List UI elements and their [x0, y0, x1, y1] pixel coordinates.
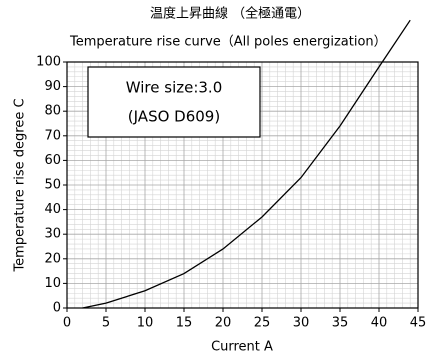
x-tick-label: 5: [102, 316, 110, 331]
y-tick-label: 100: [36, 55, 61, 70]
x-tick-label: 25: [254, 316, 271, 331]
data-line: [82, 19, 411, 309]
annotation-box: [87, 66, 261, 138]
x-tick-label: 20: [215, 316, 232, 331]
y-tick-label: 40: [44, 202, 61, 217]
x-tick-label: 15: [176, 316, 193, 331]
annotation: (JASO D609): [128, 108, 220, 126]
y-tick-label: 90: [44, 79, 61, 94]
y-tick-label: 20: [44, 251, 61, 266]
x-tick-label: 10: [137, 316, 154, 331]
y-tick-label: 10: [44, 276, 61, 291]
x-tick-label: 30: [293, 316, 310, 331]
x-tick-label: 0: [63, 316, 71, 331]
y-tick-label: 0: [53, 301, 61, 316]
y-tick-label: 60: [44, 153, 61, 168]
y-tick-label: 70: [44, 128, 61, 143]
x-tick-label: 40: [371, 316, 388, 331]
y-tick-label: 50: [44, 178, 61, 193]
y-tick-label: 30: [44, 227, 61, 242]
chart-title: 温度上昇曲線 （全極通電）: [150, 6, 310, 22]
y-axis-label: Temperature rise degree C: [13, 98, 28, 272]
annotation: Wire size:3.0: [126, 79, 223, 97]
chart-subtitle: Temperature rise curve（All poles energiz…: [69, 35, 387, 50]
x-tick-label: 35: [332, 316, 349, 331]
plot-frame: [66, 61, 419, 309]
x-tick-label: 45: [410, 316, 427, 331]
x-axis-label: Current A: [211, 340, 273, 355]
y-tick-label: 80: [44, 104, 61, 119]
